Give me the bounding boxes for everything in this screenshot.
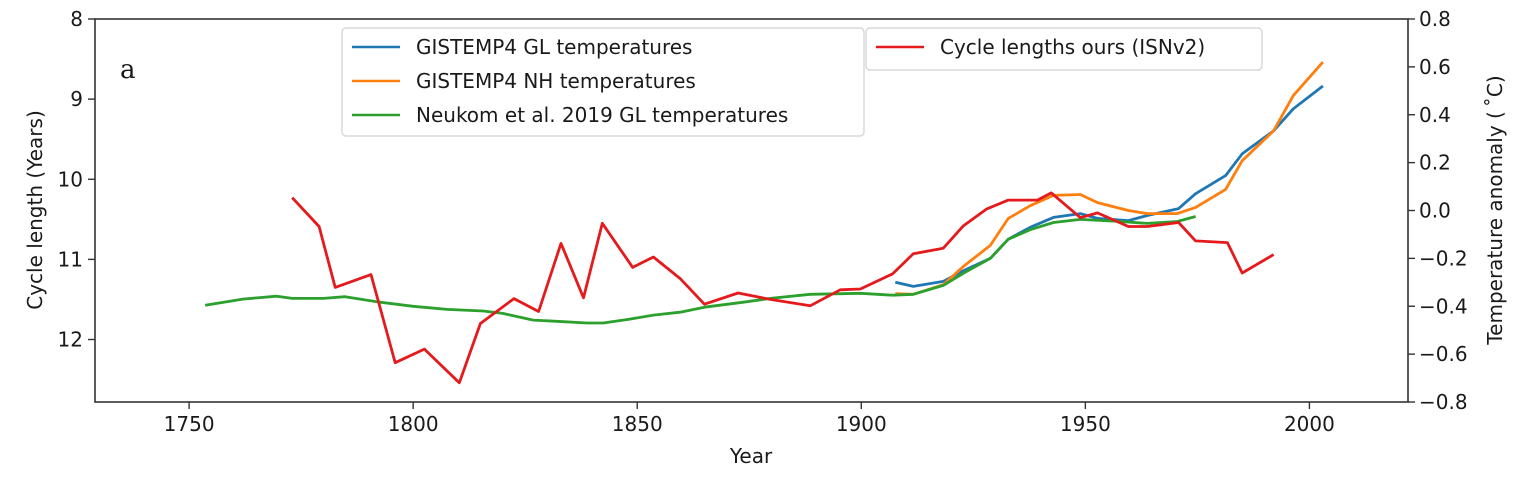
series-line-neukom-et-al-2019-gl-temperatures bbox=[204, 215, 1196, 325]
axes-layer: 1750 1800 1850 1900 1950 2000 8 9 10 11 12 0.8 0.6 0.… bbox=[58, 7, 1468, 436]
series-layer bbox=[204, 61, 1324, 385]
y-right-tick-label: −0.4 bbox=[1419, 294, 1468, 318]
y-right-tick-label: 0.6 bbox=[1419, 55, 1451, 79]
y-axis-left-label: Cycle length (Years) bbox=[23, 110, 47, 310]
y-right-tick-label: 0.0 bbox=[1419, 199, 1451, 223]
panel-label: a bbox=[120, 55, 136, 85]
x-tick-label: 1800 bbox=[388, 412, 439, 436]
legend-cycle: Cycle lengths ours (ISNv2) bbox=[865, 27, 1263, 71]
y-left-tick-label: 11 bbox=[58, 247, 83, 271]
y-right-tick-label: 0.4 bbox=[1419, 103, 1451, 127]
y-axis-right-label: Temperature anomaly ( ˚C) bbox=[1483, 75, 1507, 345]
legend-main: GISTEMP4 GL temperatures GISTEMP4 NH tem… bbox=[341, 27, 865, 137]
legend-label-cycle: Cycle lengths ours (ISNv2) bbox=[940, 35, 1205, 59]
series-line-cycle-lengths-ours-isnv2 bbox=[291, 191, 1275, 385]
y-right-tick-label: −0.8 bbox=[1419, 390, 1468, 414]
y-right-tick-label: −0.6 bbox=[1419, 342, 1468, 366]
y-left-tick-label: 8 bbox=[70, 7, 83, 31]
legend-label-neukom: Neukom et al. 2019 GL temperatures bbox=[416, 103, 788, 127]
x-tick-label: 1900 bbox=[836, 412, 887, 436]
series-line-gistemp4-nh-temperatures bbox=[895, 61, 1324, 296]
y-right-tick-label: 0.2 bbox=[1419, 151, 1451, 175]
x-axis-label: Year bbox=[729, 444, 773, 468]
y-right-tick-label: 0.8 bbox=[1419, 7, 1451, 31]
legend-label-nh: GISTEMP4 NH temperatures bbox=[416, 69, 696, 93]
y-left-tick-label: 12 bbox=[58, 328, 83, 352]
y-right-tick-label: −0.2 bbox=[1419, 246, 1468, 270]
x-tick-label: 1750 bbox=[164, 412, 215, 436]
legend-label-gl: GISTEMP4 GL temperatures bbox=[416, 35, 692, 59]
y-left-tick-label: 10 bbox=[58, 167, 83, 191]
x-tick-label: 1950 bbox=[1060, 412, 1111, 436]
x-tick-label: 2000 bbox=[1284, 412, 1335, 436]
x-tick-label: 1850 bbox=[612, 412, 663, 436]
series-line-gistemp4-gl-temperatures bbox=[894, 84, 1324, 288]
y-left-tick-label: 9 bbox=[70, 87, 83, 111]
